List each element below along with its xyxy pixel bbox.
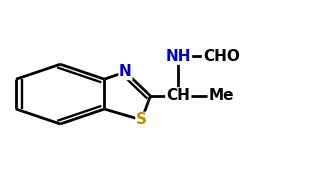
Text: CHO: CHO bbox=[203, 49, 240, 64]
Text: CH: CH bbox=[166, 89, 190, 103]
Text: N: N bbox=[119, 64, 132, 79]
Text: Me: Me bbox=[209, 89, 234, 103]
Text: NH: NH bbox=[166, 49, 191, 64]
Text: S: S bbox=[136, 112, 147, 127]
